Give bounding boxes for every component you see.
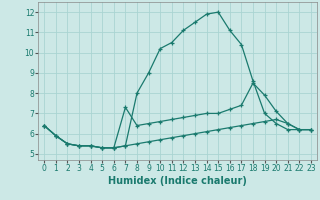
X-axis label: Humidex (Indice chaleur): Humidex (Indice chaleur) [108,176,247,186]
